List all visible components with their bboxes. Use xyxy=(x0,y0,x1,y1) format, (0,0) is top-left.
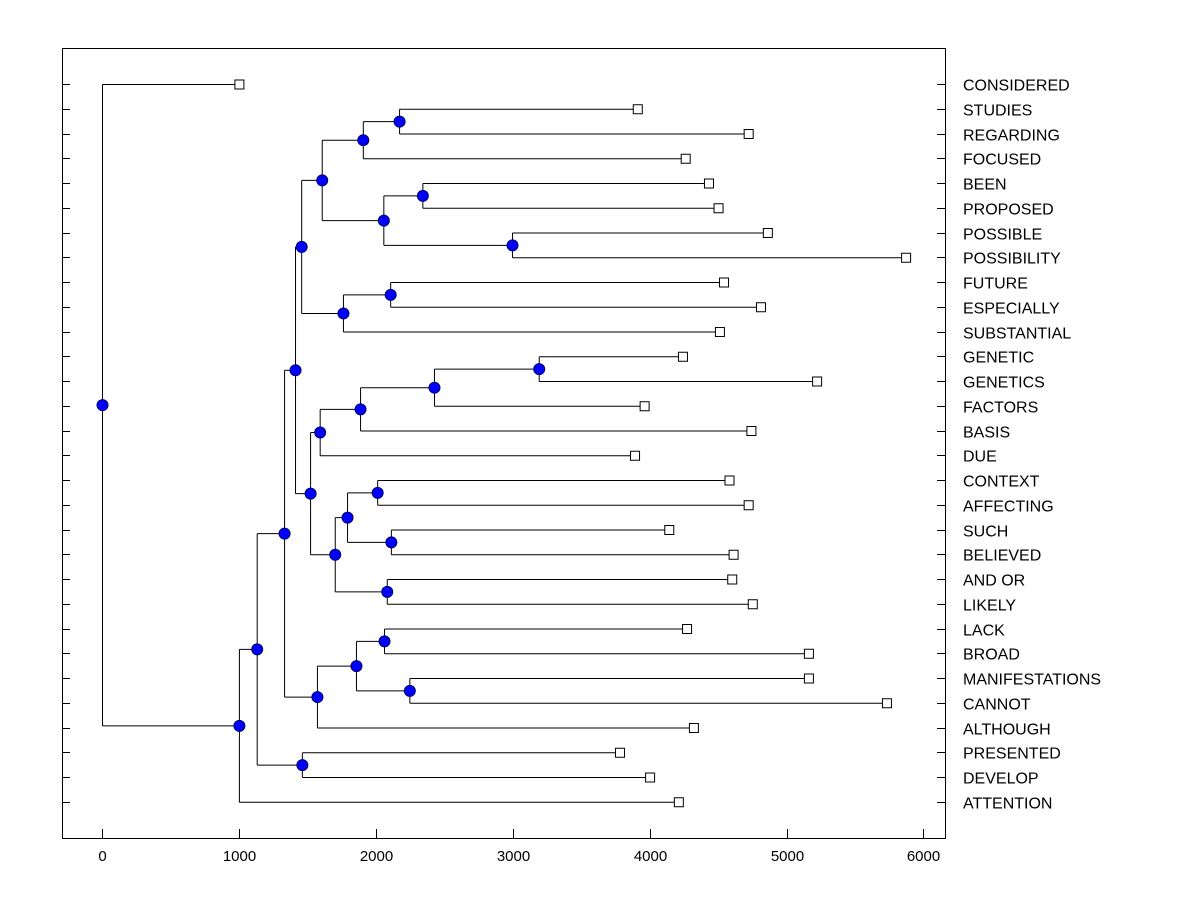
leaf-label: FOCUSED xyxy=(963,152,1041,169)
leaf-label: AFFECTING xyxy=(963,499,1054,516)
leaf-marker xyxy=(645,772,656,783)
leaf-marker xyxy=(743,500,754,511)
leaf-label: CANNOT xyxy=(963,697,1031,714)
plot-frame xyxy=(62,48,946,839)
leaf-label: ESPECIALLY xyxy=(963,301,1060,318)
cluster-node-marker xyxy=(378,635,391,648)
leaf-marker xyxy=(639,401,650,412)
leaf-label: LACK xyxy=(963,623,1005,640)
x-tick-label: 6000 xyxy=(907,848,940,865)
leaf-label: GENETIC xyxy=(963,350,1034,367)
cluster-node-marker xyxy=(341,511,354,524)
leaf-label: ATTENTION xyxy=(963,796,1052,813)
leaf-label: POSSIBLE xyxy=(963,227,1042,244)
cluster-node-marker xyxy=(304,487,317,500)
leaf-label: DUE xyxy=(963,449,997,466)
cluster-node-marker xyxy=(377,214,390,227)
x-tick-label: 5000 xyxy=(771,848,804,865)
leaf-marker xyxy=(614,747,625,758)
leaf-label: STUDIES xyxy=(963,103,1032,120)
cluster-node-marker xyxy=(384,288,397,301)
leaf-marker xyxy=(727,574,738,585)
cluster-node-marker xyxy=(357,134,370,147)
leaf-label: GENETICS xyxy=(963,375,1045,392)
leaf-label: LIKELY xyxy=(963,598,1016,615)
leaf-label: FUTURE xyxy=(963,276,1028,293)
leaf-label: BEEN xyxy=(963,177,1007,194)
cluster-node-marker xyxy=(311,691,324,704)
leaf-marker xyxy=(762,228,773,238)
leaf-label: BASIS xyxy=(963,425,1010,442)
cluster-node-marker xyxy=(295,240,308,253)
leaf-marker xyxy=(632,104,643,115)
cluster-node-marker xyxy=(381,585,394,598)
leaf-marker xyxy=(724,475,735,486)
cluster-node-marker xyxy=(96,399,109,412)
x-tick-label: 1000 xyxy=(223,848,256,865)
leaf-marker xyxy=(728,549,739,560)
cluster-node-marker xyxy=(403,684,416,697)
leaf-label: SUCH xyxy=(963,524,1008,541)
leaf-marker xyxy=(901,252,912,263)
leaf-marker xyxy=(803,673,814,684)
leaf-label: DEVELOP xyxy=(963,771,1039,788)
leaf-marker xyxy=(703,178,714,189)
leaf-marker xyxy=(713,203,724,214)
x-tick-label: 3000 xyxy=(497,848,530,865)
leaf-label: MANIFESTATIONS xyxy=(963,672,1101,689)
leaf-marker xyxy=(682,624,693,634)
leaf-marker xyxy=(630,450,641,461)
cluster-node-marker xyxy=(314,426,327,439)
leaf-marker xyxy=(746,426,757,436)
leaf-marker xyxy=(677,351,688,362)
leaf-label: PROPOSED xyxy=(963,202,1054,219)
leaf-label: CONTEXT xyxy=(963,474,1040,491)
leaf-marker xyxy=(714,327,725,337)
cluster-node-marker xyxy=(371,486,384,499)
leaf-marker xyxy=(673,797,684,808)
cluster-node-marker xyxy=(329,548,342,561)
leaf-marker xyxy=(688,723,699,733)
cluster-node-marker xyxy=(416,189,429,202)
x-tick-label: 2000 xyxy=(360,848,393,865)
cluster-node-marker xyxy=(296,759,309,772)
leaf-label: AND OR xyxy=(963,573,1025,590)
leaf-marker xyxy=(743,129,754,139)
cluster-node-marker xyxy=(428,381,441,394)
cluster-node-marker xyxy=(316,174,329,187)
cluster-node-marker xyxy=(337,307,350,320)
cluster-node-marker xyxy=(251,643,264,656)
cluster-node-marker xyxy=(393,115,406,128)
x-tick-label: 4000 xyxy=(634,848,667,865)
leaf-label: BELIEVED xyxy=(963,548,1041,565)
leaf-label: CONSIDERED xyxy=(963,78,1070,95)
leaf-label: PRESENTED xyxy=(963,746,1061,763)
leaf-marker xyxy=(719,277,730,288)
cluster-node-marker xyxy=(533,363,546,376)
leaf-label: BROAD xyxy=(963,647,1020,664)
leaf-marker xyxy=(680,153,691,164)
x-tick-label: 0 xyxy=(98,848,106,865)
cluster-node-marker xyxy=(278,527,291,540)
leaf-marker xyxy=(664,525,675,535)
leaf-marker xyxy=(755,302,766,313)
leaf-label: ALTHOUGH xyxy=(963,722,1051,739)
leaf-marker xyxy=(747,599,758,610)
cluster-node-marker xyxy=(506,239,519,252)
leaf-marker xyxy=(881,698,892,709)
cluster-node-marker xyxy=(385,536,398,549)
leaf-marker xyxy=(812,376,823,387)
cluster-node-marker xyxy=(354,403,367,416)
leaf-label: FACTORS xyxy=(963,400,1038,417)
leaf-label: REGARDING xyxy=(963,128,1060,145)
cluster-node-marker xyxy=(233,719,246,732)
cluster-node-marker xyxy=(289,364,302,377)
leaf-label: POSSIBILITY xyxy=(963,251,1061,268)
leaf-marker xyxy=(234,79,245,90)
leaf-label: SUBSTANTIAL xyxy=(963,326,1071,343)
leaf-marker xyxy=(803,648,814,659)
cluster-node-marker xyxy=(350,660,363,673)
